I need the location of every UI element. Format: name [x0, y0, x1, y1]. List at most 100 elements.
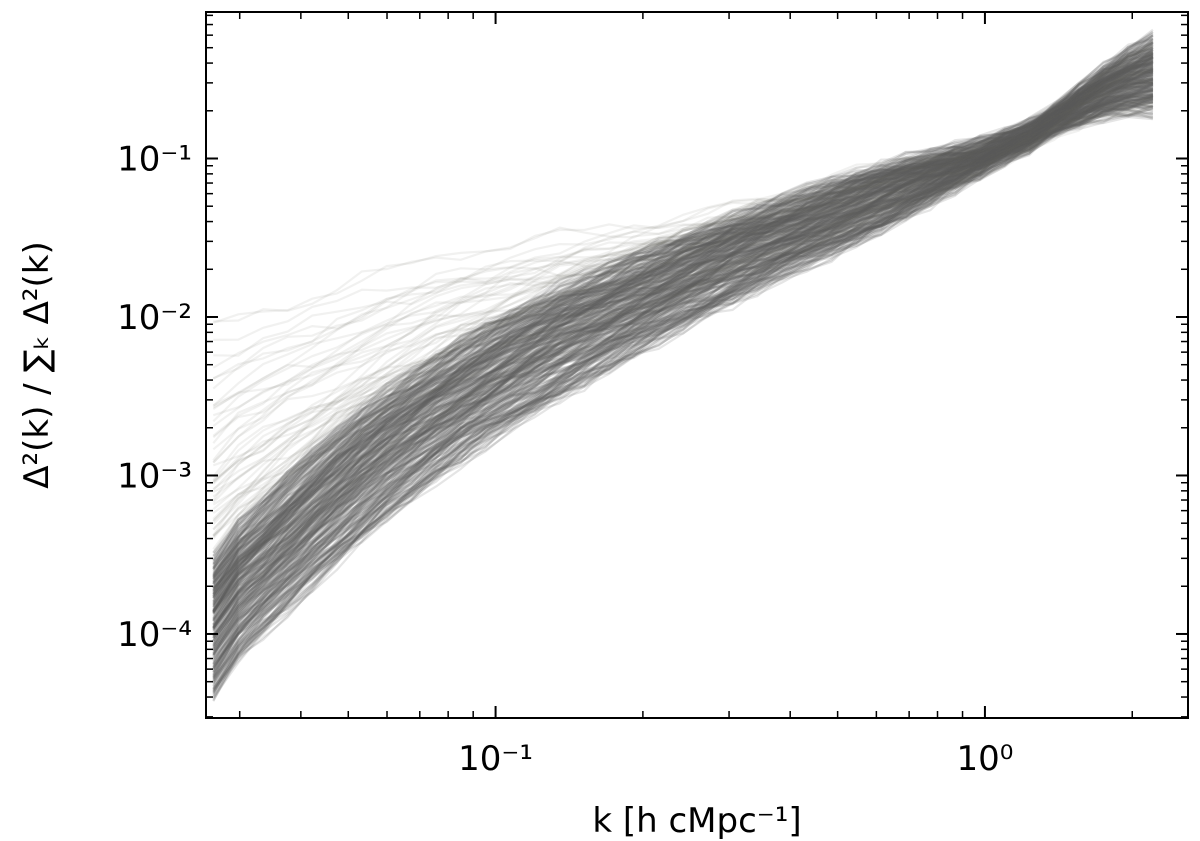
series-line — [212, 69, 1154, 625]
series-line — [212, 47, 1154, 565]
series-line — [212, 64, 1154, 598]
series-line — [212, 48, 1154, 554]
series-line — [212, 80, 1153, 660]
series-line — [212, 105, 1154, 498]
series-line — [212, 89, 1153, 615]
series-line — [212, 86, 1154, 682]
series-line — [212, 79, 1153, 623]
series-line — [212, 73, 1154, 629]
series-line — [212, 34, 1154, 573]
series-line — [212, 52, 1154, 596]
series-line — [212, 94, 1154, 572]
series-line — [212, 42, 1154, 578]
series-line — [212, 61, 1154, 588]
series-line — [212, 84, 1154, 635]
series-line — [212, 65, 1154, 630]
series-line — [212, 54, 1154, 612]
series-line — [212, 90, 1154, 640]
series-line — [212, 102, 1153, 663]
series-line — [212, 93, 1154, 679]
series-line — [212, 62, 1154, 615]
series-line — [212, 81, 1154, 506]
series-line — [212, 97, 1153, 595]
series-line — [212, 82, 1154, 637]
series-line — [212, 82, 1154, 583]
series-line — [212, 91, 1153, 679]
series-line — [212, 55, 1154, 592]
series-line — [212, 96, 1154, 702]
series-line — [212, 48, 1154, 557]
series-line — [212, 68, 1153, 586]
series-line — [212, 94, 1154, 694]
series-line — [212, 101, 1153, 697]
series-line — [212, 49, 1154, 581]
series-line — [212, 78, 1153, 613]
series-line — [212, 56, 1154, 603]
series-line — [212, 89, 1154, 677]
series-line — [212, 103, 1154, 682]
series-line — [212, 96, 1154, 695]
series-line — [212, 94, 1153, 661]
series-line — [212, 80, 1153, 632]
series-line — [212, 57, 1154, 583]
series-line — [212, 105, 1153, 702]
series-line — [212, 44, 1154, 609]
series-line — [212, 67, 1154, 605]
series-line — [212, 81, 1154, 651]
series-line — [212, 67, 1154, 606]
series-line — [212, 48, 1154, 444]
series-line — [212, 93, 1154, 665]
series-line — [212, 34, 1154, 578]
series-line — [212, 54, 1154, 592]
series-line — [212, 100, 1154, 684]
series-line — [212, 44, 1154, 570]
series-line — [212, 77, 1154, 628]
series-line — [212, 71, 1154, 628]
series-line — [212, 71, 1154, 633]
series-line — [212, 96, 1154, 656]
series-line — [212, 80, 1154, 664]
series-line — [212, 108, 1154, 590]
series-line — [212, 87, 1153, 652]
series-line — [212, 52, 1154, 585]
series-line — [212, 86, 1154, 427]
series-line — [212, 67, 1154, 437]
series-line — [212, 50, 1154, 576]
series-line — [212, 50, 1154, 531]
series-line — [212, 67, 1153, 580]
series-line — [212, 83, 1154, 647]
series-line — [212, 87, 1154, 636]
series-line — [212, 108, 1154, 520]
series-line — [212, 78, 1153, 647]
series-line — [212, 97, 1153, 652]
series-line — [212, 46, 1154, 581]
series-line — [212, 84, 1154, 623]
series-line — [212, 80, 1154, 490]
series-line — [212, 51, 1154, 585]
series-line — [212, 67, 1154, 612]
series-line — [212, 63, 1154, 607]
series-line — [212, 46, 1154, 600]
series-line — [212, 107, 1154, 695]
series-line — [212, 45, 1154, 464]
series-line — [212, 60, 1154, 592]
series-line — [212, 102, 1154, 614]
series-line — [212, 88, 1154, 670]
series-line — [212, 41, 1154, 502]
series-line — [212, 100, 1153, 692]
series-line — [212, 96, 1154, 649]
series-line — [212, 90, 1153, 656]
series-line — [212, 69, 1154, 629]
series-line — [212, 70, 1154, 614]
series-line — [212, 51, 1154, 613]
series-line — [212, 97, 1154, 538]
series-line — [212, 69, 1154, 595]
series-line — [212, 106, 1153, 684]
series-line — [212, 74, 1154, 511]
series-line — [212, 98, 1153, 673]
series-line — [212, 87, 1154, 680]
series-line — [212, 44, 1154, 566]
series-line — [212, 40, 1154, 557]
series-line — [212, 76, 1154, 630]
series-line — [212, 81, 1153, 613]
